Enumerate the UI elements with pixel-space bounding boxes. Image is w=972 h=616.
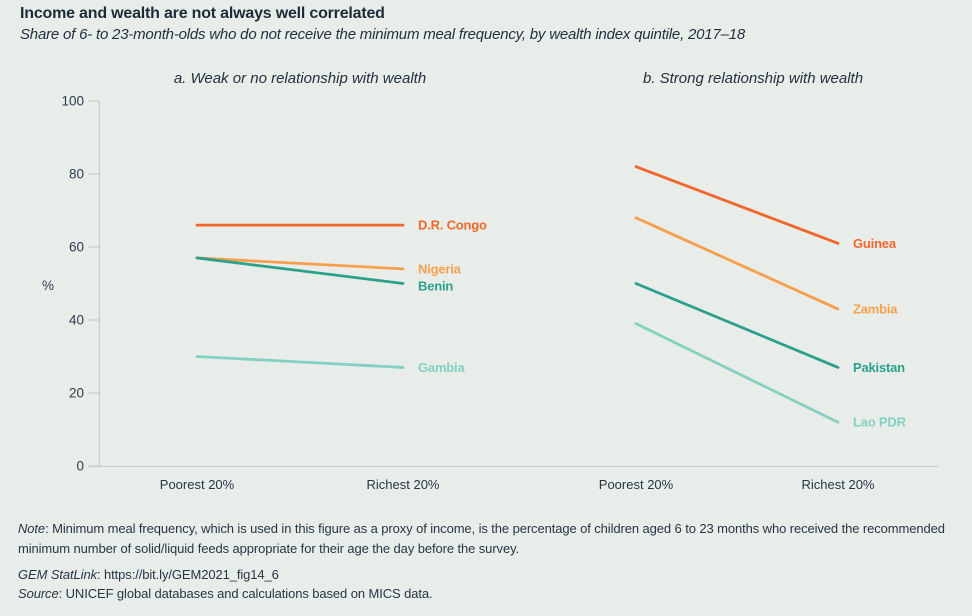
- series-label-guinea: Guinea: [853, 236, 897, 251]
- y-axis-unit-label: %: [42, 278, 54, 293]
- panel-title-a: a. Weak or no relationship with wealth: [174, 70, 426, 87]
- y-tick-label: 60: [69, 240, 84, 255]
- series-label-lao-pdr: Lao PDR: [853, 415, 907, 430]
- series-line-benin: [195, 256, 405, 285]
- series-label-pakistan: Pakistan: [853, 360, 905, 375]
- x-tick-label: Poorest 20%: [599, 477, 674, 492]
- series-label-nigeria: Nigeria: [418, 261, 462, 276]
- series-line-pakistan: [634, 282, 840, 369]
- figure-note: Note: Minimum meal frequency, which is u…: [18, 519, 952, 558]
- series-line-gambia: [195, 355, 405, 369]
- series-label-gambia: Gambia: [418, 360, 465, 375]
- note-body: : Minimum meal frequency, which is used …: [18, 521, 945, 556]
- panel-title-b: b. Strong relationship with wealth: [643, 70, 863, 87]
- y-tick-label: 0: [76, 459, 84, 474]
- x-tick-label: Richest 20%: [802, 477, 875, 492]
- x-tick-label: Poorest 20%: [160, 477, 235, 492]
- source-label: Source: [18, 586, 59, 601]
- series-line-guinea: [634, 165, 840, 245]
- y-tick-label: 40: [69, 313, 84, 328]
- series-line-nigeria: [195, 256, 405, 271]
- series-line-zambia: [634, 216, 840, 311]
- y-tick-label: 100: [61, 94, 84, 109]
- source-line: Source: UNICEF global databases and calc…: [18, 584, 433, 604]
- statlink-url[interactable]: : https://bit.ly/GEM2021_fig14_6: [97, 567, 279, 582]
- series-line-lao-pdr: [634, 322, 840, 424]
- statlink-label: GEM StatLink: [18, 567, 97, 582]
- series-label-zambia: Zambia: [853, 302, 898, 317]
- y-tick-label: 80: [69, 167, 84, 182]
- note-label: Note: [18, 521, 46, 536]
- y-tick-label: 20: [69, 386, 84, 401]
- figure-subtitle: Share of 6- to 23-month-olds who do not …: [20, 26, 746, 43]
- figure-title: Income and wealth are not always well co…: [20, 5, 385, 22]
- source-body: : UNICEF global databases and calculatio…: [58, 586, 433, 601]
- statlink-line: GEM StatLink: https://bit.ly/GEM2021_fig…: [18, 565, 279, 585]
- series-label-d-r-congo: D.R. Congo: [418, 218, 487, 233]
- series-label-benin: Benin: [418, 278, 453, 293]
- x-tick-label: Richest 20%: [367, 477, 440, 492]
